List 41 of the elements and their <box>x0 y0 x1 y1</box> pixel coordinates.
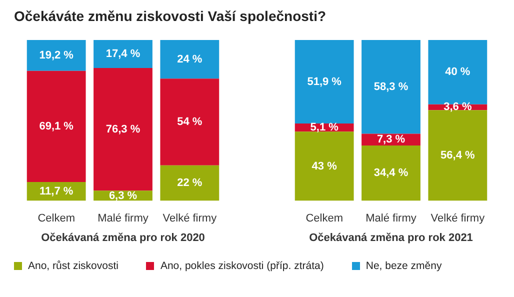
chart-title: Očekáváte změnu ziskovosti Vaší společnosti? <box>14 8 328 24</box>
bar <box>294 40 354 124</box>
bar <box>94 40 152 68</box>
data-label: 17,4 % <box>106 48 140 60</box>
legend-label: Ano, pokles ziskovosti (příp. ztráta) <box>160 260 324 272</box>
data-label: 7,3 % <box>376 134 406 146</box>
x-tick-label: Celkem <box>306 212 343 224</box>
data-label: 22 % <box>177 177 202 190</box>
bar <box>428 110 488 201</box>
data-label: 6,3 % <box>108 190 138 202</box>
x-tick-label: Velké firmy <box>430 212 486 224</box>
data-label: 54 % <box>177 116 202 128</box>
data-label: 40 % <box>445 66 470 78</box>
bar <box>160 78 220 166</box>
x-axis-title: Očekávaná změna pro rok 2021 <box>309 232 473 244</box>
legend-label: Ano, růst ziskovosti <box>28 260 118 272</box>
data-label: 34,4 % <box>374 167 408 180</box>
data-label: 76,3 % <box>106 123 140 136</box>
bar <box>362 145 420 201</box>
bar <box>26 70 86 182</box>
x-tick-label: Malé firmy <box>98 212 149 224</box>
x-axis-title: Očekávaná změna pro rok 2020 <box>41 232 205 244</box>
data-label: 43 % <box>312 160 338 172</box>
x-tick-label: Malé firmy <box>366 212 417 224</box>
bar <box>94 68 152 191</box>
bar <box>362 40 420 134</box>
data-label: 24 % <box>177 53 202 66</box>
legend-label: Ne, beze změny <box>366 260 442 272</box>
data-label: 51,9 % <box>307 76 342 88</box>
data-label: 11,7 % <box>40 185 74 198</box>
bar <box>160 165 220 201</box>
x-tick-label: Velké firmy <box>162 212 218 224</box>
bar <box>294 132 354 201</box>
x-tick-label: Celkem <box>38 212 75 224</box>
bar <box>160 40 220 79</box>
data-label: 58,3 % <box>374 80 408 93</box>
data-label: 5,1 % <box>310 122 339 134</box>
bar <box>26 40 86 71</box>
data-label: 19,2 % <box>39 49 74 62</box>
data-label: 56,4 % <box>440 149 476 162</box>
data-label: 69,1 % <box>39 120 74 132</box>
